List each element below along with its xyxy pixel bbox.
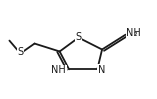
- Text: S: S: [75, 32, 82, 42]
- Text: ₂: ₂: [134, 29, 137, 38]
- Text: NH: NH: [126, 28, 141, 39]
- Text: N: N: [98, 65, 105, 75]
- Text: NH: NH: [51, 65, 66, 75]
- Text: S: S: [17, 47, 24, 58]
